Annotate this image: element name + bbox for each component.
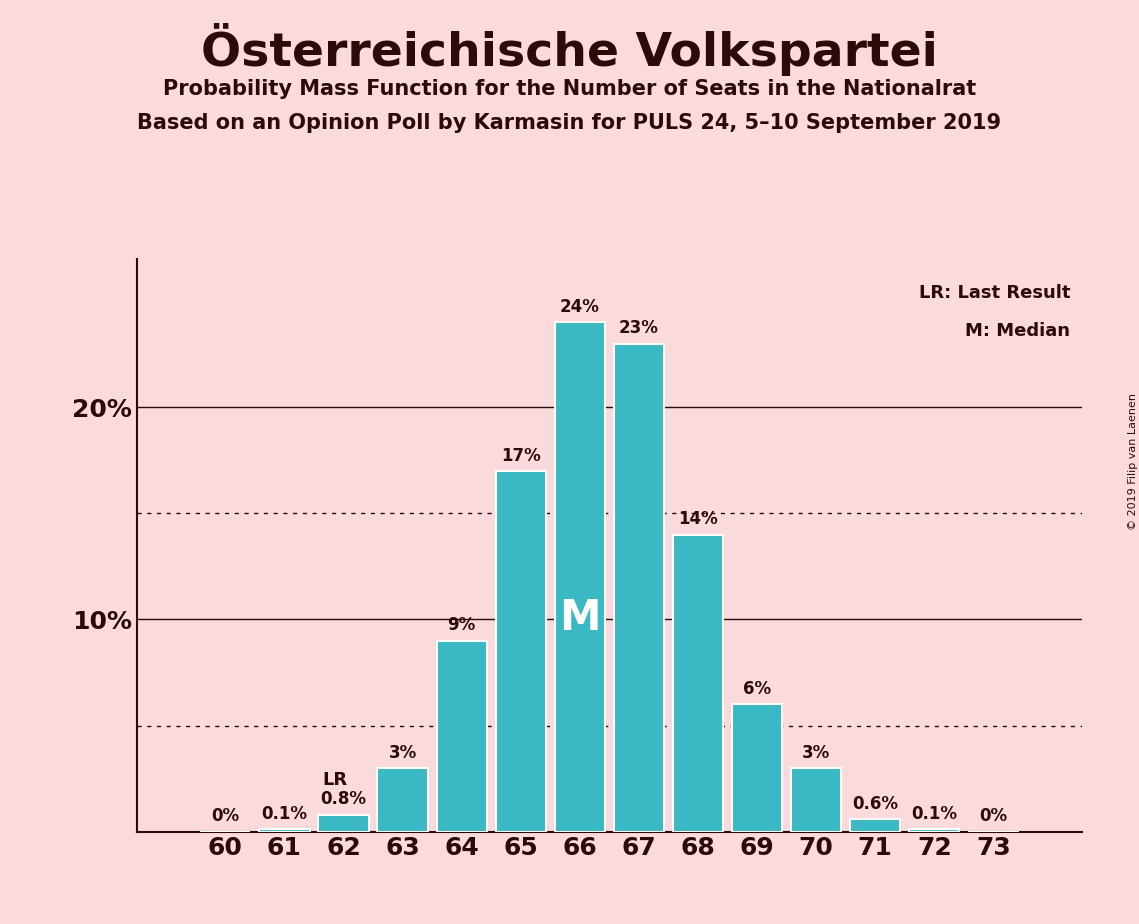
Bar xyxy=(555,322,605,832)
Text: Probability Mass Function for the Number of Seats in the Nationalrat: Probability Mass Function for the Number… xyxy=(163,79,976,99)
Bar xyxy=(673,535,723,832)
Text: 23%: 23% xyxy=(618,319,658,337)
Text: 0%: 0% xyxy=(211,808,239,825)
Text: © 2019 Filip van Laenen: © 2019 Filip van Laenen xyxy=(1129,394,1138,530)
Text: M: Median: M: Median xyxy=(965,322,1071,340)
Text: 0.6%: 0.6% xyxy=(852,795,899,812)
Text: 0.1%: 0.1% xyxy=(261,805,308,823)
Bar xyxy=(377,768,427,832)
Bar xyxy=(260,830,310,832)
Bar xyxy=(792,768,842,832)
Text: 3%: 3% xyxy=(388,744,417,761)
Text: LR: LR xyxy=(322,772,347,789)
Bar xyxy=(319,815,369,832)
Bar xyxy=(495,471,546,832)
Text: 17%: 17% xyxy=(501,446,541,465)
Text: 0%: 0% xyxy=(980,808,1008,825)
Text: 0.1%: 0.1% xyxy=(911,805,958,823)
Bar xyxy=(614,344,664,832)
Text: Based on an Opinion Poll by Karmasin for PULS 24, 5–10 September 2019: Based on an Opinion Poll by Karmasin for… xyxy=(138,113,1001,133)
Bar xyxy=(436,640,486,832)
Text: 0.8%: 0.8% xyxy=(320,790,367,808)
Text: 3%: 3% xyxy=(802,744,830,761)
Text: M: M xyxy=(559,597,600,638)
Text: 9%: 9% xyxy=(448,616,476,634)
Text: 24%: 24% xyxy=(560,298,600,316)
Text: Österreichische Volkspartei: Österreichische Volkspartei xyxy=(202,23,937,76)
Bar xyxy=(909,830,959,832)
Bar xyxy=(850,819,900,832)
Text: 6%: 6% xyxy=(743,680,771,698)
Text: LR: Last Result: LR: Last Result xyxy=(919,285,1071,302)
Bar xyxy=(732,704,782,832)
Text: 14%: 14% xyxy=(678,510,718,529)
